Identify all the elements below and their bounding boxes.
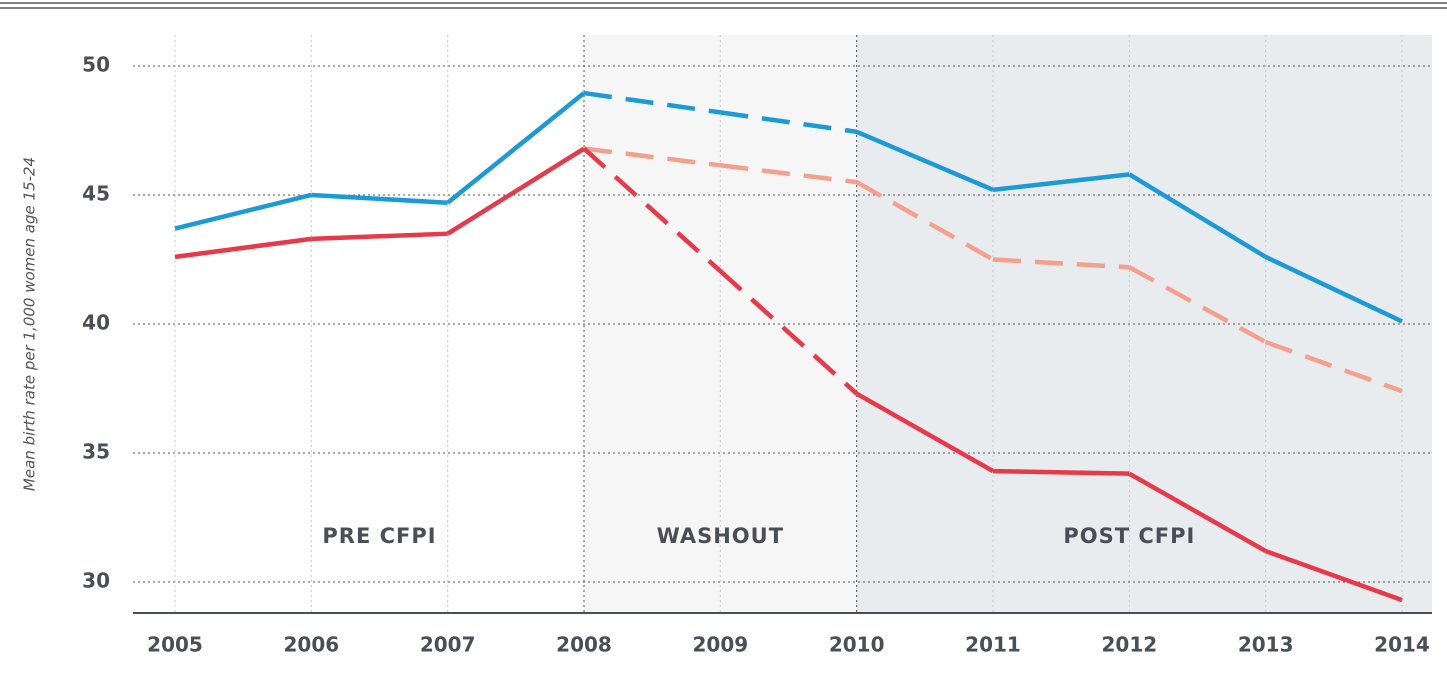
line-segment [992,172,1130,193]
line-segment [855,129,994,192]
line-segment [855,180,995,262]
line-segment [855,391,995,474]
line-segment [174,192,312,231]
line-segment [992,468,1130,476]
y-tick-label: 40 [82,311,110,335]
line-segment [583,146,721,168]
x-tick-label: 2014 [1374,633,1430,657]
line-segment [720,110,857,134]
y-tick-label: 30 [82,569,110,593]
line-segment [446,91,586,205]
line-segment [174,236,312,260]
x-tick-label: 2009 [692,633,748,657]
x-tick-label: 2012 [1101,633,1157,657]
line-segment [1128,172,1267,259]
line-segment [446,146,586,236]
region-label: PRE CFPI [322,524,436,548]
x-tick-label: 2013 [1238,633,1294,657]
x-tick-label: 2010 [829,633,885,657]
line-segment [311,192,448,205]
y-tick-label: 35 [82,440,110,464]
x-tick-label: 2007 [420,633,476,657]
y-tick-label: 50 [82,52,110,76]
x-tick-label: 2011 [965,633,1021,657]
x-tick-label: 2006 [283,633,339,657]
line-segment [1128,471,1267,554]
line-segment [992,257,1130,270]
line-segment [1264,548,1403,603]
x-tick-label: 2005 [147,633,203,657]
line-segment [1128,265,1267,345]
line-segment [311,231,448,242]
line-segment [1264,254,1403,324]
line-segment [582,146,722,273]
line-segment [718,269,859,396]
line-segment [1264,339,1403,394]
y-axis-label: Mean birth rate per 1,000 women age 15-2… [21,157,39,491]
line-segment [583,90,721,115]
region-label: POST CFPI [1063,524,1195,548]
region-label: WASHOUT [657,524,784,548]
line-segment [720,163,857,185]
x-tick-label: 2008 [556,633,612,657]
y-tick-label: 45 [82,181,110,205]
